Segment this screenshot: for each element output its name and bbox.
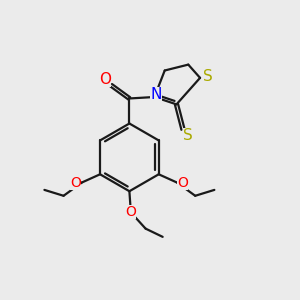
Text: N: N (150, 87, 162, 102)
Text: O: O (125, 206, 136, 219)
Text: O: O (70, 176, 81, 190)
Text: S: S (202, 69, 212, 84)
Text: S: S (182, 128, 192, 143)
Text: O: O (177, 176, 188, 190)
Text: O: O (99, 72, 111, 87)
